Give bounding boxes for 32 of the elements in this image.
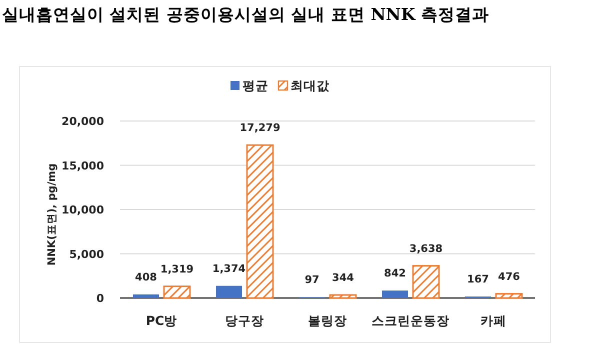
- x-tick-label: 당구장: [225, 313, 264, 328]
- data-label: 408: [135, 271, 157, 284]
- y-tick-label: 15,000: [62, 159, 104, 172]
- data-label: 476: [498, 270, 520, 283]
- y-axis-title: NNK(표면), pg/mg: [46, 163, 58, 266]
- data-label: 1,374: [212, 262, 246, 275]
- data-label: 167: [467, 274, 489, 286]
- bar: [246, 144, 274, 299]
- chart-title: 실내흡연실이 설치된 공중이용시설의 실내 표면 NNK 측정결과: [2, 5, 489, 24]
- data-label: 842: [384, 268, 406, 280]
- bar: [133, 294, 159, 298]
- data-label: 344: [332, 272, 354, 284]
- y-tick-label: 0: [96, 292, 104, 305]
- bar: [163, 286, 191, 299]
- bar: [412, 265, 440, 299]
- bar: [329, 294, 357, 299]
- bar: [216, 286, 242, 298]
- data-label: 1,319: [160, 263, 194, 276]
- x-tick-label: PC방: [146, 313, 178, 328]
- y-tick-label: 20,000: [62, 115, 104, 128]
- bar: [382, 290, 408, 298]
- x-tick-label: 볼링장: [308, 313, 347, 328]
- data-label: 17,279: [240, 122, 280, 134]
- data-label: 3,638: [409, 242, 443, 255]
- bar: [495, 293, 523, 299]
- x-tick-label: 스크린운동장: [372, 313, 450, 328]
- x-tick-label: 카페: [480, 313, 506, 328]
- y-tick-label: 5,000: [69, 248, 104, 261]
- y-tick-label: 10,000: [62, 204, 104, 216]
- legend-label: 평균: [242, 78, 268, 93]
- data-label: 97: [304, 274, 320, 286]
- legend-label: 최대값: [290, 78, 330, 93]
